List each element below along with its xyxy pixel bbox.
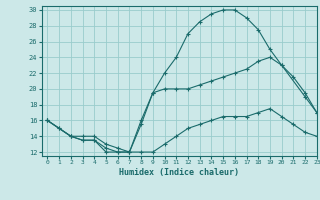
X-axis label: Humidex (Indice chaleur): Humidex (Indice chaleur)	[119, 168, 239, 177]
